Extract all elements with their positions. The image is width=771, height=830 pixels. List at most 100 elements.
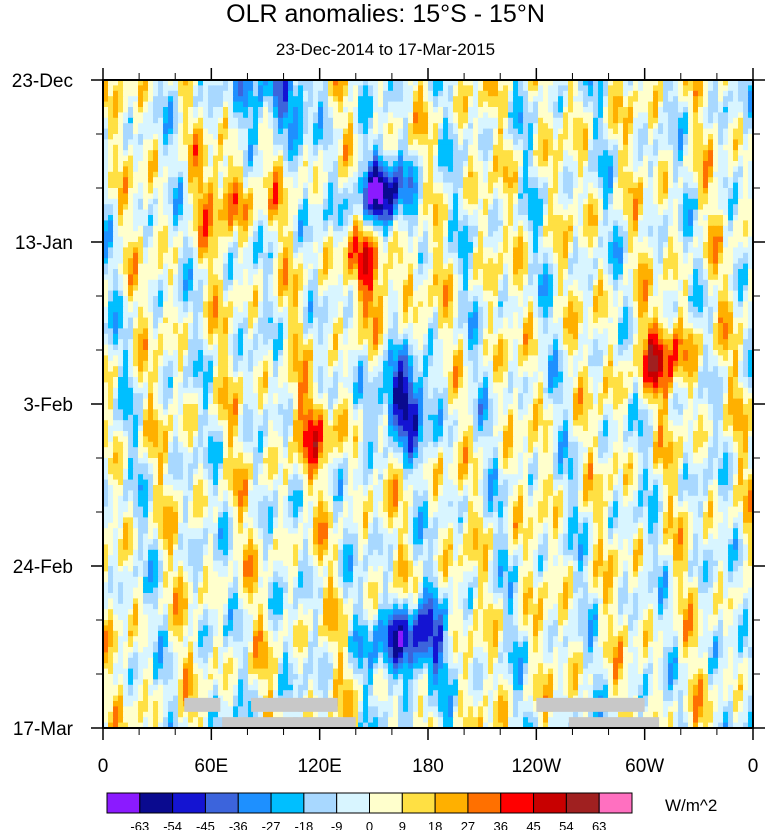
field-cell <box>638 117 644 124</box>
field-cell <box>723 209 729 216</box>
field-cell <box>238 150 244 157</box>
field-cell <box>583 198 589 205</box>
field-cell <box>408 198 414 205</box>
field-cell <box>268 274 274 281</box>
field-cell <box>113 258 119 265</box>
field-cell <box>668 90 674 97</box>
field-cell <box>468 242 474 248</box>
field-cell <box>533 107 539 113</box>
field-cell <box>633 80 639 86</box>
field-cell <box>378 117 384 124</box>
field-cell <box>523 231 529 238</box>
field-cell <box>228 198 234 205</box>
field-cell <box>663 139 669 146</box>
field-cell <box>428 263 434 270</box>
field-cell <box>473 188 479 194</box>
field-cell <box>248 242 254 248</box>
field-cell <box>408 231 414 238</box>
field-cell <box>508 236 514 243</box>
field-cell <box>663 215 669 221</box>
field-cell <box>298 263 304 270</box>
field-cell <box>708 101 714 108</box>
field-cell <box>128 107 134 113</box>
field-cell <box>518 188 524 194</box>
field-cell <box>598 101 604 108</box>
field-cell <box>418 188 424 194</box>
field-cell <box>258 263 264 270</box>
field-cell <box>453 247 459 254</box>
field-cell <box>268 242 274 248</box>
field-cell <box>268 166 274 173</box>
field-cell <box>458 231 464 238</box>
field-cell <box>128 161 134 167</box>
field-cell <box>453 150 459 157</box>
field-cell <box>303 274 309 281</box>
field-cell <box>153 225 159 232</box>
field-cell <box>133 225 139 232</box>
field-cell <box>338 247 344 254</box>
field-cell <box>693 144 699 151</box>
field-cell <box>613 144 619 151</box>
field-cell <box>643 177 649 184</box>
field-cell <box>183 225 189 232</box>
field-cell <box>663 193 669 200</box>
field-cell <box>308 139 314 146</box>
field-cell <box>188 252 194 259</box>
field-cell <box>693 80 699 86</box>
field-cell <box>358 80 364 86</box>
field-cell <box>308 263 314 270</box>
field-cell <box>468 236 474 243</box>
field-cell <box>613 155 619 162</box>
field-cell <box>228 117 234 124</box>
field-cell <box>598 279 604 286</box>
field-cell <box>323 150 329 157</box>
field-cell <box>423 242 429 248</box>
field-cell <box>203 269 209 275</box>
field-cell <box>378 134 384 140</box>
field-cell <box>663 274 669 281</box>
field-cell <box>613 177 619 184</box>
field-cell <box>418 112 424 119</box>
field-cell <box>228 204 234 211</box>
field-cell <box>468 144 474 151</box>
field-cell <box>678 188 684 194</box>
field-cell <box>128 236 134 243</box>
field-cell <box>653 161 659 167</box>
field-cell <box>623 117 629 124</box>
field-cell <box>728 279 734 286</box>
field-cell <box>193 134 199 140</box>
field-cell <box>308 171 314 178</box>
field-cell <box>378 155 384 162</box>
field-cell <box>463 139 469 146</box>
field-cell <box>138 128 144 135</box>
field-cell <box>158 177 164 184</box>
field-cell <box>693 247 699 254</box>
field-cell <box>573 204 579 211</box>
field-cell <box>218 188 224 194</box>
field-cell <box>738 236 744 243</box>
field-cell <box>133 150 139 157</box>
field-cell <box>733 220 739 227</box>
field-cell <box>608 263 614 270</box>
field-cell <box>583 236 589 243</box>
field-cell <box>318 258 324 265</box>
field-cell <box>543 128 549 135</box>
field-cell <box>428 101 434 108</box>
field-cell <box>588 166 594 173</box>
field-cell <box>688 177 694 184</box>
field-cell <box>278 236 284 243</box>
field-cell <box>313 209 319 216</box>
field-cell <box>183 269 189 275</box>
field-cell <box>178 96 184 103</box>
field-cell <box>568 177 574 184</box>
field-cell <box>503 231 509 238</box>
field-cell <box>213 144 219 151</box>
field-cell <box>398 144 404 151</box>
field-cell <box>188 231 194 238</box>
field-cell <box>498 117 504 124</box>
field-cell <box>733 263 739 270</box>
field-cell <box>478 85 484 92</box>
field-cell <box>593 220 599 227</box>
field-cell <box>688 150 694 157</box>
field-cell <box>223 177 229 184</box>
